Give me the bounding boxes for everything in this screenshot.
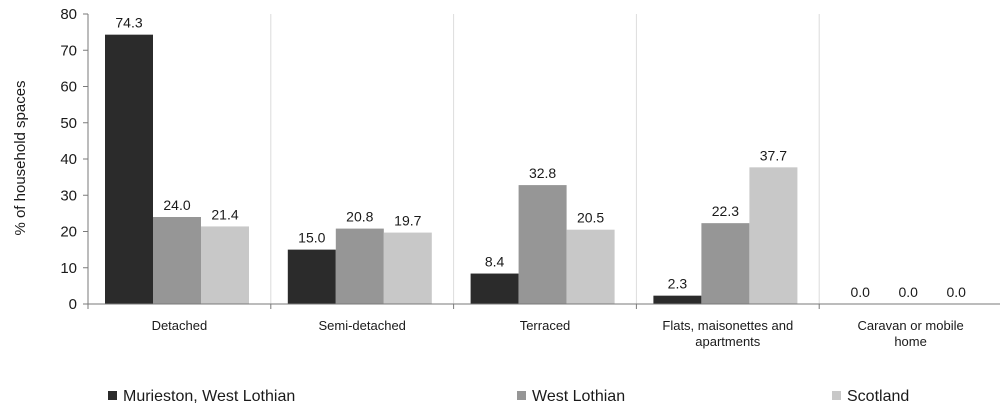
bar: [201, 226, 249, 304]
data-label: 20.5: [577, 210, 604, 226]
y-tick-label: 50: [60, 115, 77, 132]
bar: [335, 228, 384, 304]
bar: [749, 167, 798, 304]
data-label: 21.4: [211, 206, 238, 222]
x-tick-label-line: apartments: [695, 334, 761, 349]
data-label: 19.7: [394, 213, 421, 229]
data-label: 0.0: [898, 284, 918, 300]
x-tick-label-line: Flats, maisonettes and: [662, 318, 793, 333]
y-tick-label: 60: [60, 79, 77, 96]
bar: [383, 232, 432, 304]
y-tick-label: 10: [60, 260, 77, 277]
gridlines: [270, 14, 820, 304]
data-label: 37.7: [760, 147, 787, 163]
x-tick-label-line: Terraced: [520, 318, 571, 333]
data-label: 15.0: [298, 230, 325, 246]
x-tick-label: Detached: [152, 318, 208, 333]
bar: [653, 295, 702, 304]
data-label: 74.3: [115, 15, 142, 31]
y-tick-label: 40: [60, 151, 77, 168]
bar: [566, 229, 615, 304]
x-tick-label: Semi-detached: [318, 318, 405, 333]
legend-label: West Lothian: [532, 388, 625, 405]
legend-swatch: [832, 391, 841, 400]
y-tick-label: 30: [60, 187, 77, 204]
x-tick-label-line: home: [894, 334, 927, 349]
bar: [287, 249, 336, 304]
y-axis-title: % of household spaces: [12, 80, 29, 235]
legend: Murieston, West Lothian West Lothian Scotl…: [108, 388, 909, 405]
bar: [470, 273, 519, 304]
data-label: 20.8: [346, 209, 373, 225]
bar: [518, 185, 567, 304]
bars: [105, 34, 798, 304]
legend-swatch: [108, 391, 117, 400]
legend-label: Scotland: [847, 388, 909, 405]
bar: [701, 223, 750, 304]
y-tick-label: 0: [69, 296, 77, 313]
data-label: 8.4: [485, 254, 505, 270]
x-tick-label-line: Semi-detached: [318, 318, 405, 333]
data-label: 24.0: [163, 197, 190, 213]
x-tick-label: Flats, maisonettes and apartments: [662, 318, 793, 349]
x-tick-label-line: Detached: [152, 318, 208, 333]
legend-item: West Lothian: [517, 388, 625, 405]
y-tick-label: 20: [60, 224, 77, 241]
legend-label: Murieston, West Lothian: [123, 388, 295, 405]
data-label: 32.8: [529, 165, 556, 181]
data-labels: 74.3 15.0 8.4 2.3 0.0 24.0 20.8 32.8 22.3 0.0 21.4…: [115, 15, 966, 300]
x-tick-label-line: Caravan or mobile: [857, 318, 963, 333]
data-label: 0.0: [850, 284, 870, 300]
data-label: 0.0: [946, 284, 966, 300]
y-tick-label: 80: [60, 6, 77, 23]
x-tick-label: Caravan or mobile home: [857, 318, 963, 349]
bar: [105, 34, 153, 304]
y-tick-label: 70: [60, 42, 77, 59]
x-tick-label: Terraced: [520, 318, 571, 333]
legend-item: Scotland: [832, 388, 909, 405]
data-label: 2.3: [668, 276, 688, 292]
bar: [153, 217, 201, 304]
data-label: 22.3: [712, 203, 739, 219]
axes: 0 10 20 30 40 50 60 70 80 Detached Semi-detached Te…: [60, 6, 1000, 349]
legend-item: Murieston, West Lothian: [108, 388, 295, 405]
legend-swatch: [517, 391, 526, 400]
